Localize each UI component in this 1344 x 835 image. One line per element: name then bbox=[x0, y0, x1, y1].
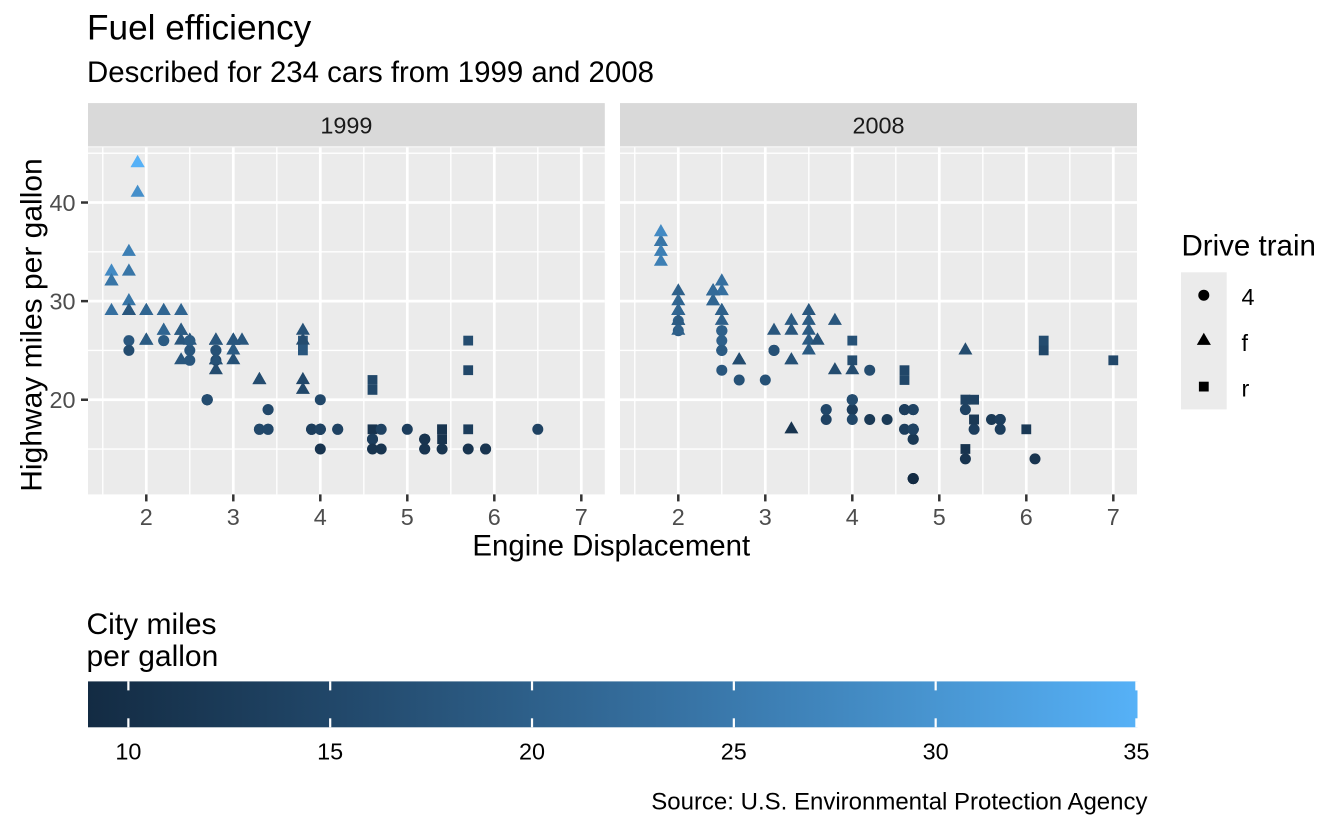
svg-text:f: f bbox=[1242, 330, 1249, 356]
svg-text:30: 30 bbox=[49, 289, 75, 315]
svg-text:Highway miles per gallon: Highway miles per gallon bbox=[16, 158, 49, 492]
svg-text:2008: 2008 bbox=[852, 112, 904, 138]
svg-text:20: 20 bbox=[519, 738, 545, 764]
svg-text:4: 4 bbox=[314, 504, 327, 530]
svg-text:Drive train: Drive train bbox=[1182, 230, 1316, 263]
svg-text:Fuel efficiency: Fuel efficiency bbox=[87, 9, 312, 48]
svg-text:4: 4 bbox=[846, 504, 859, 530]
svg-text:6: 6 bbox=[1020, 504, 1033, 530]
svg-text:7: 7 bbox=[575, 504, 588, 530]
svg-text:3: 3 bbox=[759, 504, 772, 530]
svg-text:4: 4 bbox=[1242, 284, 1255, 310]
svg-text:r: r bbox=[1242, 376, 1250, 402]
svg-text:Engine Displacement: Engine Displacement bbox=[472, 530, 750, 563]
svg-text:Described for 234 cars from 19: Described for 234 cars from 1999 and 200… bbox=[87, 56, 654, 89]
svg-text:2: 2 bbox=[140, 504, 153, 530]
svg-text:35: 35 bbox=[1123, 738, 1149, 764]
svg-text:3: 3 bbox=[227, 504, 240, 530]
svg-text:7: 7 bbox=[1107, 504, 1120, 530]
svg-text:City miles: City miles bbox=[87, 608, 217, 641]
svg-text:30: 30 bbox=[923, 738, 949, 764]
svg-text:2: 2 bbox=[672, 504, 685, 530]
svg-text:25: 25 bbox=[721, 738, 747, 764]
svg-text:15: 15 bbox=[317, 738, 343, 764]
svg-text:5: 5 bbox=[933, 504, 946, 530]
svg-text:10: 10 bbox=[115, 738, 141, 764]
svg-text:20: 20 bbox=[49, 387, 75, 413]
svg-text:Source: U.S. Environmental Pro: Source: U.S. Environmental Protection Ag… bbox=[651, 788, 1147, 815]
svg-text:1999: 1999 bbox=[320, 112, 372, 138]
svg-text:5: 5 bbox=[401, 504, 414, 530]
svg-text:6: 6 bbox=[488, 504, 501, 530]
svg-text:per gallon: per gallon bbox=[87, 640, 219, 673]
svg-text:40: 40 bbox=[49, 190, 75, 216]
